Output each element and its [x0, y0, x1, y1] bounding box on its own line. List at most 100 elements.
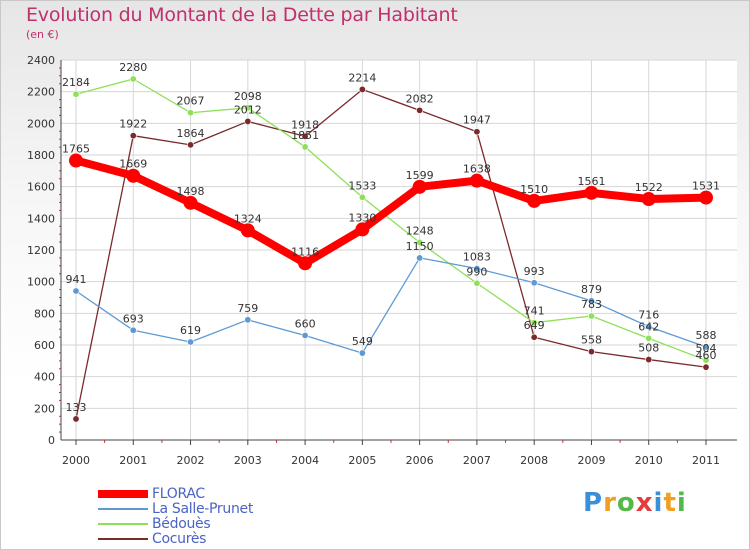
data-point — [645, 323, 653, 331]
x-tick-label: 2007 — [463, 454, 491, 467]
legend-swatch — [98, 537, 148, 540]
logo-letter: o — [616, 488, 636, 518]
data-point — [187, 338, 195, 346]
data-label: 716 — [638, 309, 659, 322]
data-point — [358, 349, 366, 357]
data-point — [473, 128, 481, 136]
y-tick-label: 200 — [34, 402, 55, 415]
data-label: 460 — [696, 349, 717, 362]
x-tick-label: 2000 — [62, 454, 90, 467]
data-point — [584, 185, 599, 200]
legend-item: Cocurès — [98, 530, 253, 547]
data-label: 133 — [66, 401, 87, 414]
data-point — [129, 326, 137, 334]
data-label: 941 — [66, 273, 87, 286]
data-label: 1765 — [62, 143, 90, 156]
data-point — [358, 193, 366, 201]
logo-letter: x — [635, 488, 654, 518]
legend-label: Cocurès — [152, 530, 207, 547]
data-point — [530, 319, 538, 327]
data-point — [126, 168, 141, 183]
data-point — [183, 195, 198, 210]
data-point — [301, 331, 309, 339]
data-label: 1922 — [119, 118, 147, 131]
data-label: 741 — [524, 305, 545, 318]
data-point — [298, 256, 313, 271]
data-point — [244, 316, 252, 324]
data-label: 558 — [581, 334, 602, 347]
y-tick-label: 2000 — [27, 117, 55, 130]
data-point — [244, 104, 252, 112]
y-tick-label: 400 — [34, 371, 55, 384]
data-label: 1330 — [348, 211, 376, 224]
logo-letter: i — [653, 488, 664, 518]
y-tick-label: 2400 — [27, 54, 55, 67]
data-point — [240, 223, 255, 238]
data-label: 649 — [524, 319, 545, 332]
data-label: 660 — [295, 318, 316, 331]
x-tick-label: 2005 — [348, 454, 376, 467]
data-label: 619 — [180, 324, 201, 337]
x-tick-label: 2003 — [234, 454, 262, 467]
data-label: 1083 — [463, 251, 491, 264]
data-label: 508 — [638, 342, 659, 355]
data-label: 1531 — [692, 180, 720, 193]
legend-label: Bédouès — [152, 515, 211, 532]
data-point — [187, 141, 195, 149]
data-label: 1533 — [348, 179, 376, 192]
data-point — [129, 75, 137, 83]
data-point — [527, 193, 542, 208]
chart-legend: FLORAC La Salle-Prunet Bédouès Cocurès — [98, 485, 253, 547]
y-tick-label: 800 — [34, 307, 55, 320]
data-label: 1638 — [463, 163, 491, 176]
data-label: 2280 — [119, 61, 147, 74]
data-point — [645, 334, 653, 342]
data-label: 759 — [237, 302, 258, 315]
data-label: 1116 — [291, 245, 319, 258]
data-point — [702, 343, 710, 351]
data-point — [244, 117, 252, 125]
data-point — [469, 173, 484, 188]
data-point — [587, 312, 595, 320]
series-line-florac — [72, 156, 710, 268]
data-label: 1918 — [291, 118, 319, 131]
data-label: 1599 — [406, 169, 434, 182]
data-label: 1947 — [463, 114, 491, 127]
legend-label: FLORAC — [152, 485, 205, 502]
data-point — [587, 297, 595, 305]
data-point — [641, 192, 656, 207]
series-line-la-salle-prunet — [75, 257, 707, 354]
legend-item: Bédouès — [98, 515, 253, 532]
data-point — [587, 348, 595, 356]
logo-letter: P — [583, 488, 604, 518]
data-point — [72, 287, 80, 295]
data-label: 642 — [638, 320, 659, 333]
data-label: 2082 — [406, 92, 434, 105]
x-tick-label: 2008 — [520, 454, 548, 467]
y-tick-label: 1400 — [27, 212, 55, 225]
y-tick-label: 1600 — [27, 181, 55, 194]
data-label: 1669 — [119, 158, 147, 171]
data-label: 1851 — [291, 129, 319, 142]
series-line-cocur-s — [75, 88, 707, 420]
data-point — [702, 363, 710, 371]
data-label: 1324 — [234, 212, 262, 225]
data-label: 783 — [581, 298, 602, 311]
x-tick-label: 2011 — [692, 454, 720, 467]
logo-letter: i — [676, 488, 687, 518]
y-tick-label: 2200 — [27, 86, 55, 99]
legend-swatch — [98, 507, 148, 510]
x-tick-label: 2009 — [577, 454, 605, 467]
data-point — [69, 153, 83, 168]
data-point — [358, 85, 366, 93]
legend-swatch — [98, 522, 148, 525]
legend-item: La Salle-Prunet — [98, 501, 253, 517]
data-point — [416, 106, 424, 114]
y-tick-label: 1200 — [27, 244, 55, 257]
data-point — [530, 279, 538, 287]
x-tick-label: 2002 — [177, 454, 205, 467]
chart-title: Evolution du Montant de la Dette par Hab… — [26, 4, 458, 26]
legend-swatch — [98, 489, 148, 498]
data-label: 693 — [123, 312, 144, 325]
